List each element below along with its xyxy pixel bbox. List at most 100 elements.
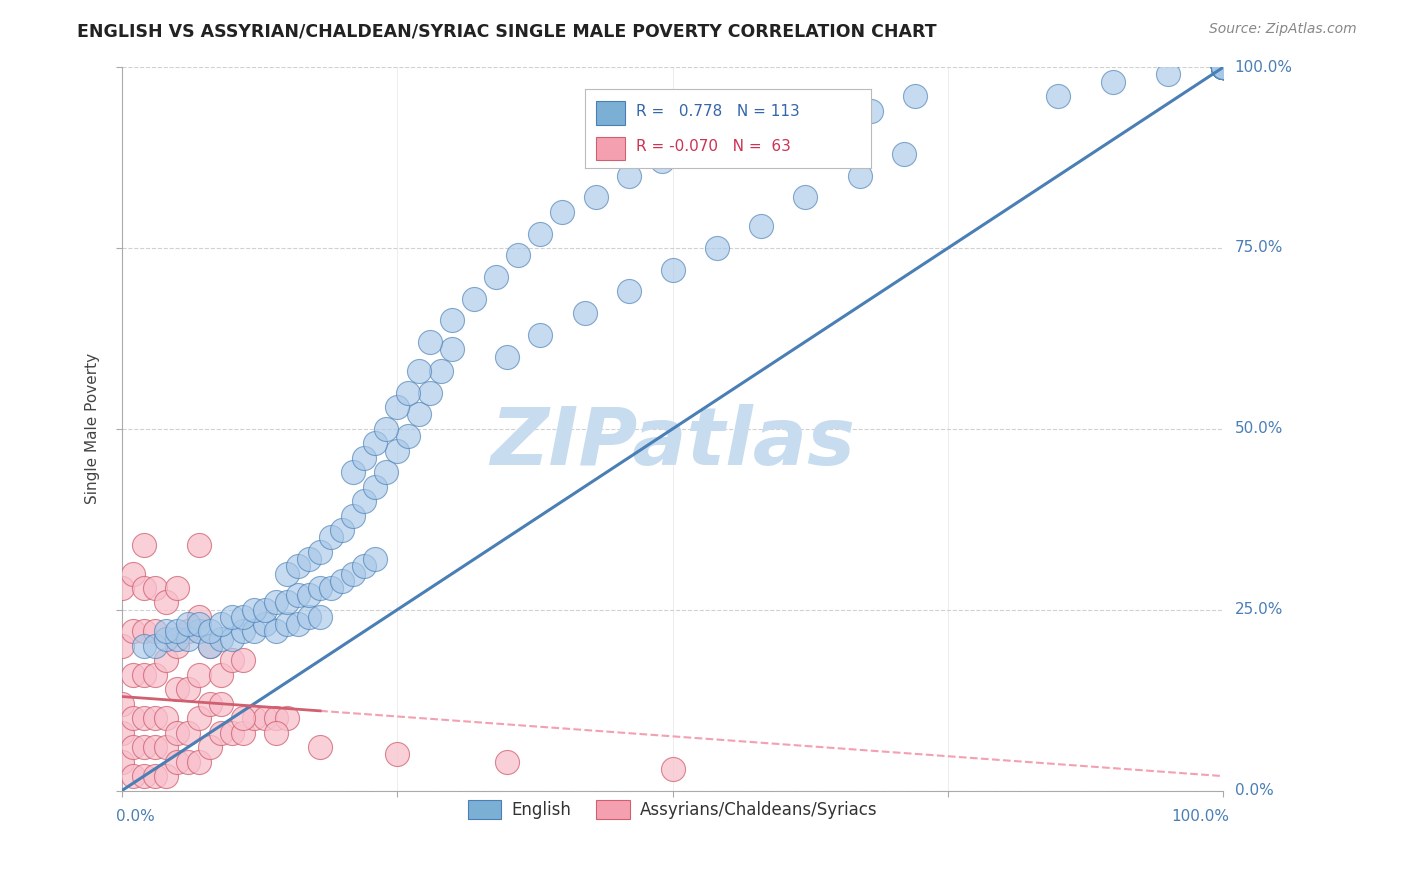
Point [132,538,155,552]
Point [342,566,364,581]
Point [209,697,232,711]
Point [1212,60,1234,74]
Point [1212,60,1234,74]
Text: 100.0%: 100.0% [1234,60,1292,75]
Point [276,711,298,725]
Text: 0.0%: 0.0% [117,809,155,823]
Point [364,480,387,494]
Point [111,697,134,711]
Point [1212,60,1234,74]
Point [187,711,209,725]
Point [1212,60,1234,74]
Point [264,711,287,725]
Point [155,632,177,646]
Point [387,400,409,414]
Point [1212,60,1234,74]
Point [1212,60,1234,74]
Point [298,588,321,602]
Point [893,147,915,161]
Point [298,610,321,624]
Point [121,624,143,639]
Point [143,624,166,639]
Point [859,103,882,118]
Point [254,603,277,617]
Point [496,755,519,769]
Point [177,725,200,739]
Point [298,552,321,566]
Point [166,581,188,595]
Point [121,769,143,783]
Point [111,639,134,653]
Point [441,313,464,327]
Point [121,566,143,581]
Point [187,610,209,624]
Point [121,740,143,755]
Point [387,747,409,762]
Point [508,248,530,262]
Point [574,306,596,320]
Point [727,132,749,146]
Point [1212,60,1234,74]
Point [364,552,387,566]
Point [772,118,794,132]
Point [221,725,243,739]
Point [706,241,728,255]
Point [243,711,266,725]
Point [209,668,232,682]
Point [166,632,188,646]
Point [198,740,221,755]
Point [904,89,927,103]
Point [375,465,398,479]
Point [1212,60,1234,74]
Point [342,508,364,523]
Point [187,617,209,632]
Point [121,668,143,682]
Point [155,769,177,783]
Point [276,617,298,632]
Point [419,334,441,349]
Point [1212,60,1234,74]
Point [1212,60,1234,74]
Point [132,639,155,653]
Point [309,545,332,559]
Point [198,624,221,639]
Point [485,269,508,284]
Point [155,653,177,667]
Point [1212,60,1234,74]
Point [132,668,155,682]
Point [264,595,287,609]
Point [749,219,772,234]
Point [232,624,254,639]
Point [364,436,387,450]
Point [551,204,574,219]
Point [155,595,177,609]
Point [143,740,166,755]
Point [330,574,353,588]
Point [496,350,519,364]
Point [309,610,332,624]
Point [198,639,221,653]
Point [243,624,266,639]
Point [155,740,177,755]
Point [1212,60,1234,74]
Point [1212,60,1234,74]
Point [1212,60,1234,74]
Point [617,285,640,299]
Text: 75.0%: 75.0% [1234,241,1282,255]
Point [155,711,177,725]
Point [143,581,166,595]
Point [793,190,815,204]
Point [177,632,200,646]
Point [243,603,266,617]
Point [221,610,243,624]
Point [111,725,134,739]
Point [1212,60,1234,74]
Point [209,725,232,739]
Point [321,530,343,544]
Point [330,523,353,537]
Point [177,624,200,639]
Point [221,653,243,667]
Point [132,769,155,783]
Point [232,711,254,725]
Point [396,429,419,443]
